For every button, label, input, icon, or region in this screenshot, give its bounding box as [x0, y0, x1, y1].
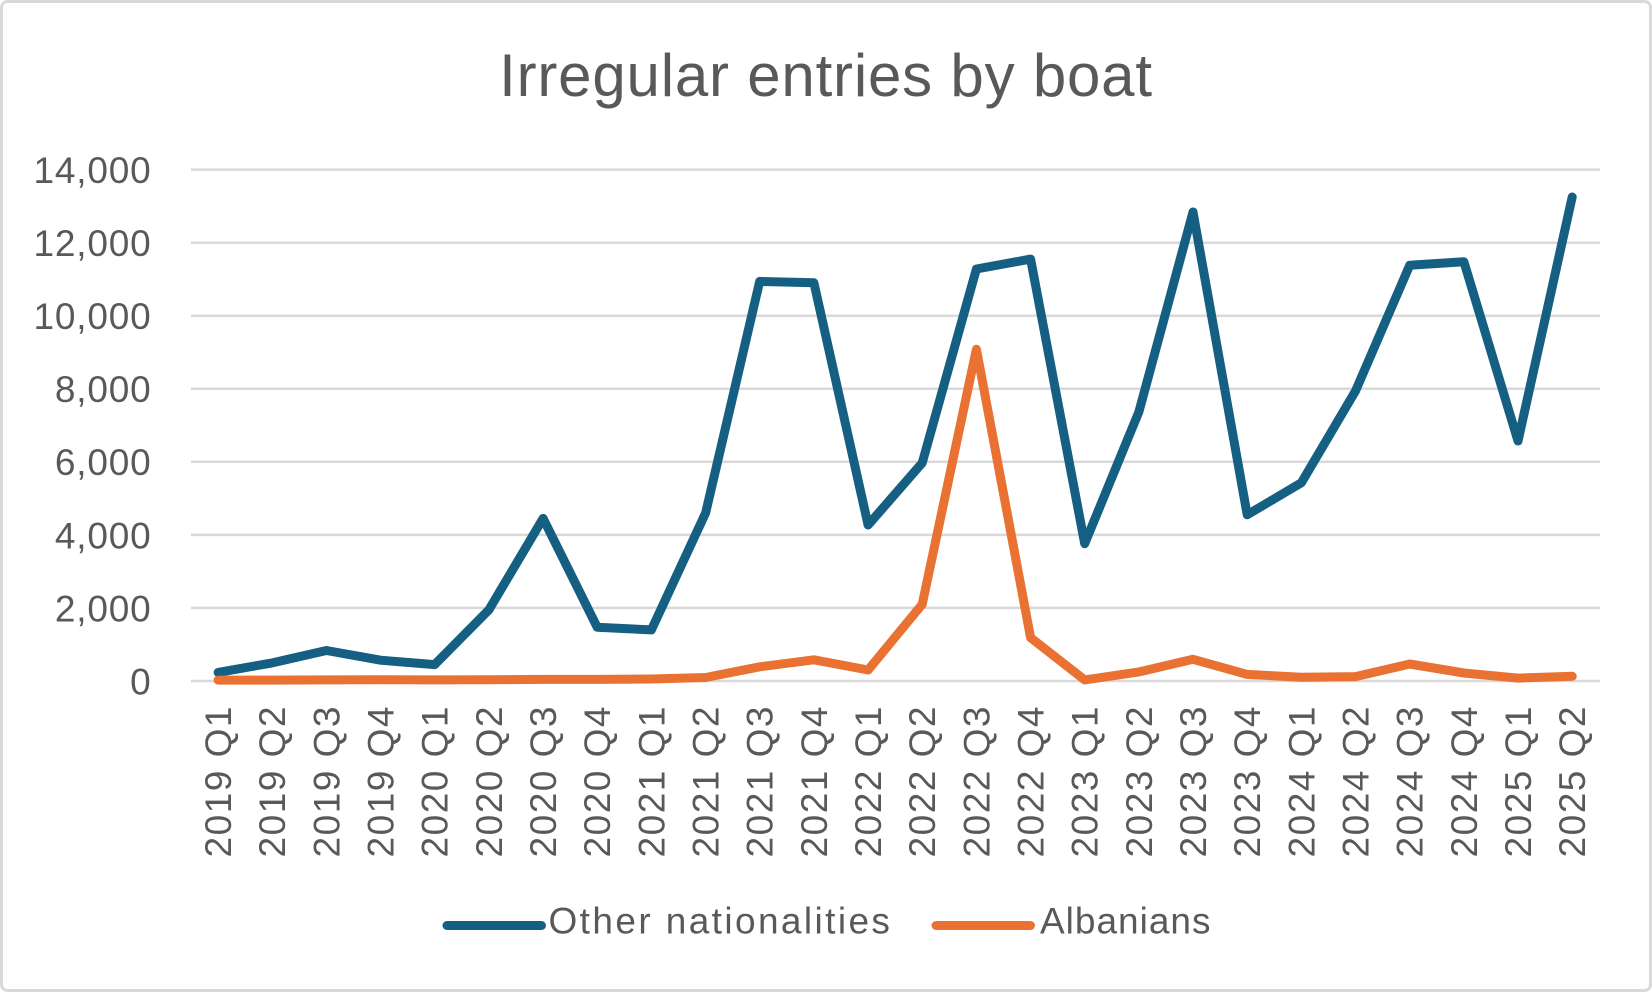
svg-text:2024 Q1: 2024 Q1 [1281, 705, 1322, 857]
svg-text:4,000: 4,000 [55, 515, 152, 556]
svg-text:2021 Q2: 2021 Q2 [686, 705, 727, 857]
svg-text:2020 Q1: 2020 Q1 [415, 705, 456, 857]
svg-text:Other nationalities: Other nationalities [549, 901, 893, 942]
svg-text:2024 Q3: 2024 Q3 [1390, 705, 1431, 857]
svg-text:2020 Q4: 2020 Q4 [577, 705, 618, 857]
svg-text:2023 Q4: 2023 Q4 [1227, 705, 1268, 857]
svg-text:2022 Q3: 2022 Q3 [956, 705, 997, 857]
svg-text:2019 Q1: 2019 Q1 [198, 705, 239, 857]
svg-text:2022 Q4: 2022 Q4 [1011, 705, 1052, 857]
svg-text:8,000: 8,000 [55, 369, 152, 410]
svg-text:2024 Q4: 2024 Q4 [1444, 705, 1485, 857]
svg-text:10,000: 10,000 [34, 296, 152, 337]
svg-text:0: 0 [130, 661, 151, 702]
svg-text:2019 Q4: 2019 Q4 [361, 705, 402, 857]
svg-text:2020 Q3: 2020 Q3 [523, 705, 564, 857]
svg-text:2024 Q2: 2024 Q2 [1336, 705, 1377, 857]
svg-text:12,000: 12,000 [34, 223, 152, 264]
svg-text:2021 Q4: 2021 Q4 [794, 705, 835, 857]
svg-text:Irregular entries by boat: Irregular entries by boat [499, 42, 1153, 109]
svg-text:2020 Q2: 2020 Q2 [469, 705, 510, 857]
svg-text:2019 Q3: 2019 Q3 [306, 705, 347, 857]
svg-text:2022 Q1: 2022 Q1 [848, 705, 889, 857]
svg-text:2021 Q1: 2021 Q1 [631, 705, 672, 857]
svg-text:2025 Q2: 2025 Q2 [1552, 705, 1593, 857]
svg-text:2023 Q3: 2023 Q3 [1173, 705, 1214, 857]
svg-text:2025 Q1: 2025 Q1 [1498, 705, 1539, 857]
svg-text:2019 Q2: 2019 Q2 [252, 705, 293, 857]
svg-text:2022 Q2: 2022 Q2 [902, 705, 943, 857]
svg-text:2023 Q2: 2023 Q2 [1119, 705, 1160, 857]
svg-text:14,000: 14,000 [34, 150, 152, 191]
svg-text:2021 Q3: 2021 Q3 [740, 705, 781, 857]
svg-text:6,000: 6,000 [55, 442, 152, 483]
svg-text:2,000: 2,000 [55, 588, 152, 629]
svg-text:2023 Q1: 2023 Q1 [1065, 705, 1106, 857]
svg-text:Albanians: Albanians [1040, 901, 1212, 942]
